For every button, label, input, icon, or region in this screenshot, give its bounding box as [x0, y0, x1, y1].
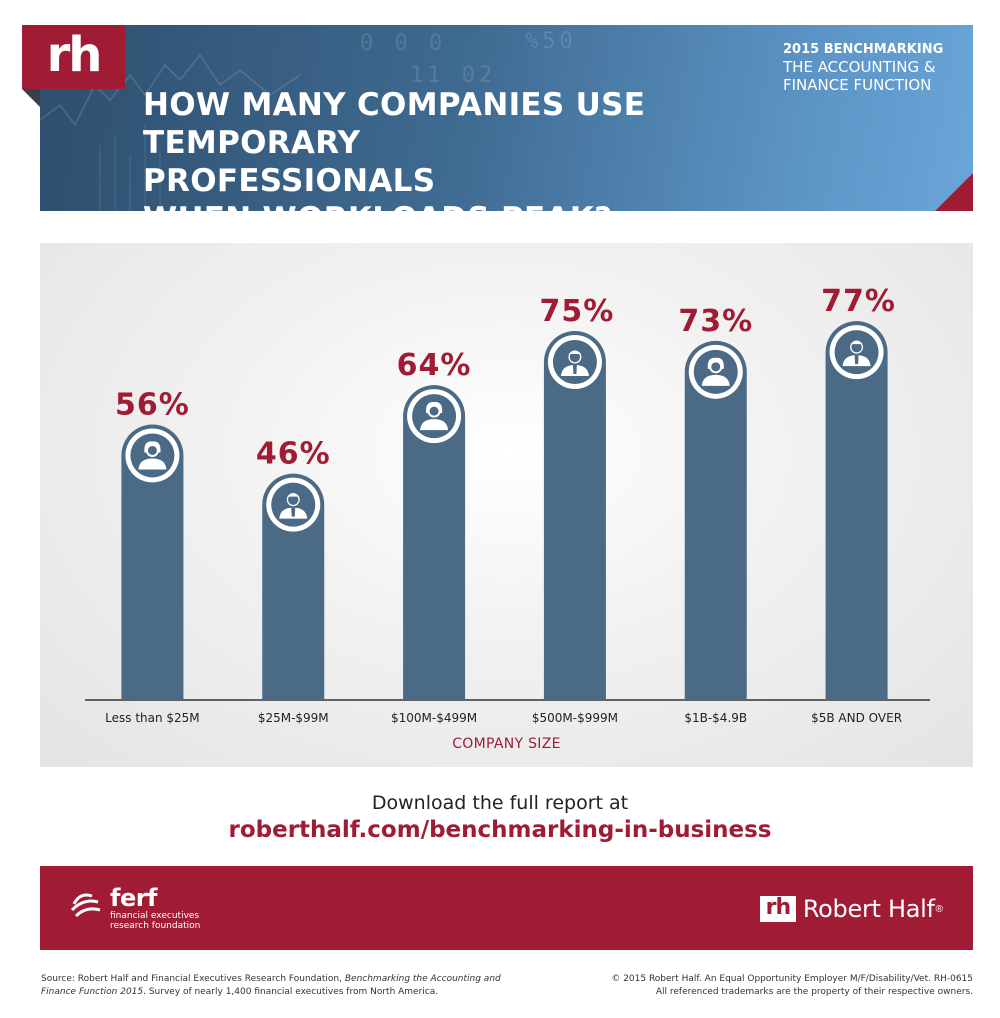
- value-label: 56%: [115, 387, 190, 422]
- title-line: TEMPORARY PROFESSIONALS: [143, 125, 436, 199]
- registered-mark: ®: [935, 903, 943, 915]
- download-text: Download the full report at: [371, 792, 629, 814]
- title-line: HOW MANY COMPANIES USE: [143, 87, 646, 123]
- icon-hair: [850, 340, 863, 345]
- stock-chart-decoration: [40, 53, 301, 211]
- source-note: Source: Robert Half and Financial Execut…: [41, 973, 511, 999]
- robert-half-name: Robert Half: [802, 895, 935, 923]
- report-tagline: 2015 BENCHMARKING THE ACCOUNTING & FINAN…: [783, 42, 953, 94]
- icon-tie: [572, 365, 577, 374]
- bar: [121, 424, 184, 700]
- ferf-subtitle: financial executives research foundation: [110, 911, 201, 931]
- source-suffix: . Survey of nearly 1,400 financial execu…: [143, 987, 439, 997]
- icon-face: [711, 362, 721, 372]
- value-label: 64%: [397, 348, 472, 383]
- background-digits-decoration: 11 02: [410, 63, 497, 88]
- icon-hair: [568, 350, 581, 354]
- title-line: WHEN WORKLOADS PEAK?: [143, 201, 613, 237]
- tagline-year: 2015 BENCHMARKING: [783, 42, 944, 57]
- ferf-wordmark: ferf: [110, 884, 158, 912]
- bar-chart: 56% Less than $25M 46% $25M-$99M 64% $100M-$4…: [85, 284, 930, 725]
- bar: [262, 473, 325, 700]
- icon-face: [429, 406, 439, 416]
- robert-half-logo: rh Robert Half ®: [759, 894, 943, 924]
- copyright-note: © 2015 Robert Half. An Equal Opportunity…: [553, 973, 973, 999]
- tagline-report: THE ACCOUNTING &: [783, 58, 936, 76]
- bar: [825, 321, 888, 700]
- value-label: 46%: [256, 437, 331, 472]
- woman-icon: [138, 441, 167, 470]
- rh-logo: rh: [22, 25, 125, 89]
- category-label: $25M-$99M: [258, 711, 329, 725]
- tagline-report: FINANCE FUNCTION: [783, 76, 932, 94]
- source-prefix: Source: Robert Half and Financial Execut…: [41, 974, 345, 984]
- man-icon: [279, 493, 308, 519]
- background-digits-decoration: %50: [525, 29, 577, 54]
- icon-tie: [291, 507, 296, 517]
- man-icon: [560, 350, 589, 376]
- banner-corner-accent: [935, 173, 973, 211]
- background-digits-decoration: 0 0 0: [360, 31, 447, 56]
- bar: [543, 331, 606, 700]
- category-label: $500M-$999M: [532, 711, 618, 725]
- bar: [684, 340, 747, 700]
- woman-icon: [701, 357, 730, 386]
- footer-band: ferf financial executives research found…: [40, 866, 973, 950]
- report-link[interactable]: roberthalf.com/benchmarking-in-business: [228, 817, 772, 843]
- x-axis-title: COMPANY SIZE: [452, 736, 561, 752]
- trademark-line: All referenced trademarks are the proper…: [655, 987, 973, 997]
- category-label: $100M-$499M: [391, 711, 477, 725]
- icon-face: [851, 341, 862, 353]
- icon-hair: [287, 493, 300, 497]
- page-title: HOW MANY COMPANIES USE TEMPORARY PROFESS…: [143, 86, 663, 238]
- woman-icon: [420, 402, 449, 431]
- value-label: 73%: [678, 304, 753, 339]
- icon-face: [147, 445, 157, 455]
- category-label: $5B AND OVER: [811, 711, 902, 725]
- icon-face: [569, 351, 581, 363]
- category-label: Less than $25M: [105, 711, 200, 725]
- icon-tie: [854, 355, 859, 365]
- icon-face: [288, 494, 299, 505]
- source-publication: Benchmarking the Accounting and Finance …: [41, 974, 501, 997]
- category-label: $1B-$4.9B: [684, 711, 747, 725]
- logo-fold-decoration: [22, 89, 40, 107]
- copyright-line: © 2015 Robert Half. An Equal Opportunity…: [611, 974, 973, 984]
- man-icon: [842, 340, 871, 367]
- value-label: 77%: [821, 284, 896, 319]
- icon-body: [420, 419, 449, 431]
- icon-body: [138, 458, 167, 470]
- value-label: 75%: [540, 294, 615, 329]
- icon-body: [701, 374, 730, 386]
- bar: [403, 385, 466, 700]
- ferf-swirl-icon: [70, 893, 101, 918]
- rh-logo-mark: rh: [759, 896, 796, 922]
- header-banner: 0 0 0 %50 11 02: [40, 25, 973, 211]
- chart-panel: 56% Less than $25M 46% $25M-$99M 64% $100M-$4…: [40, 243, 973, 767]
